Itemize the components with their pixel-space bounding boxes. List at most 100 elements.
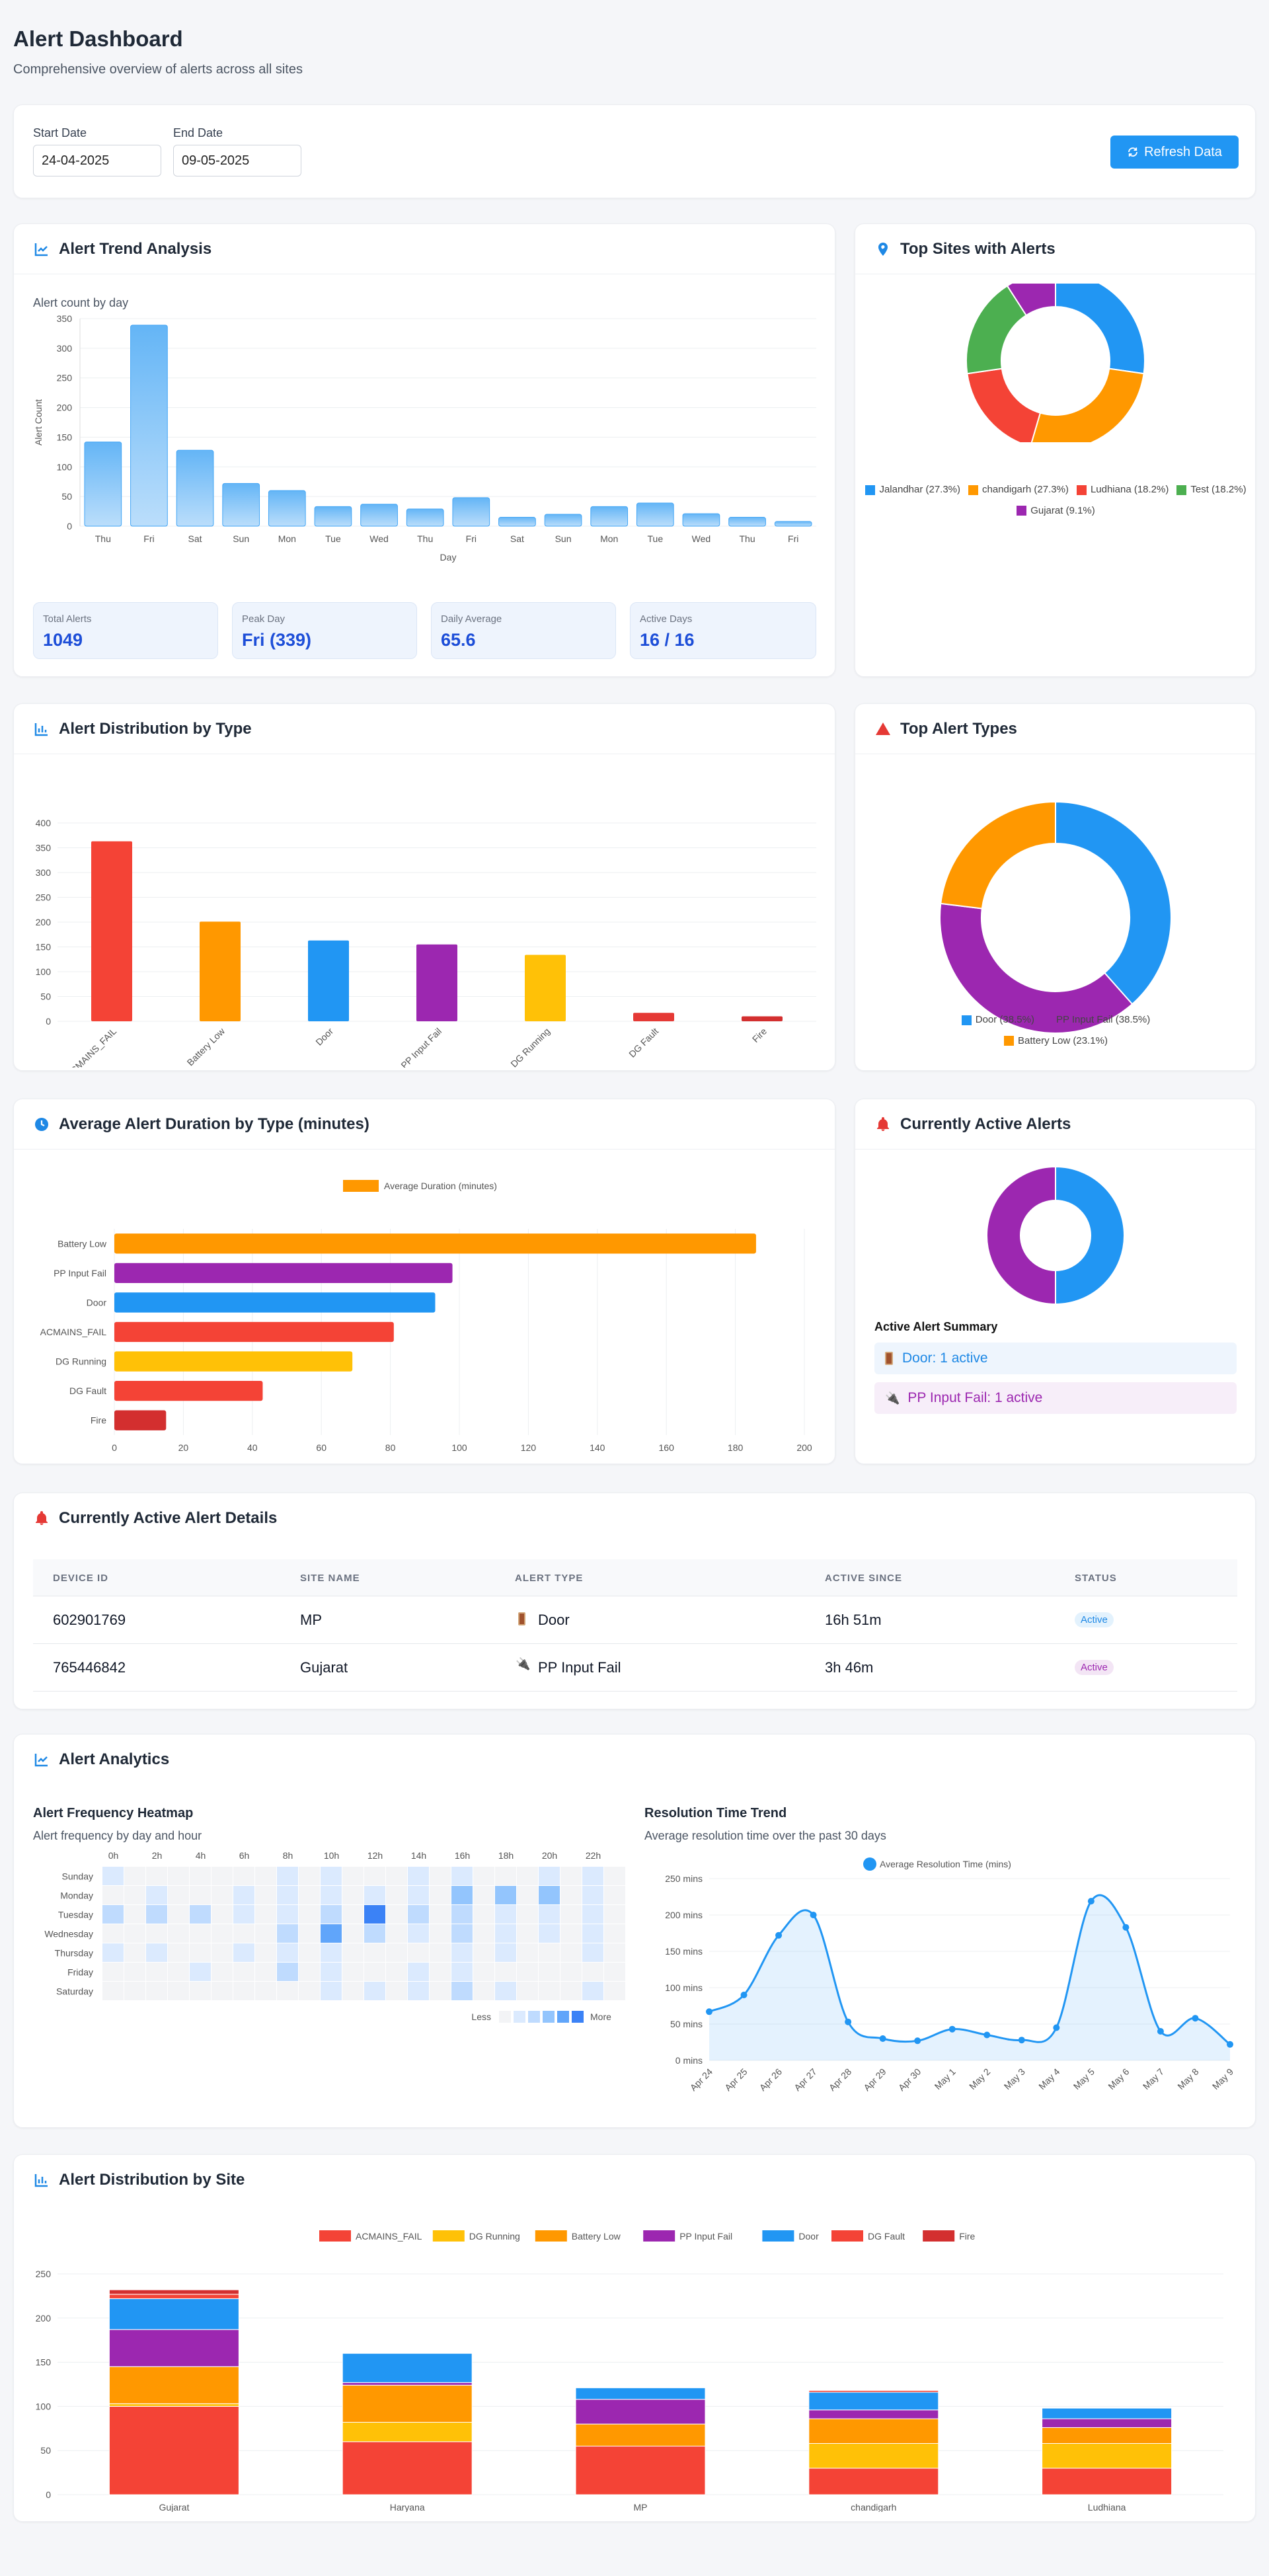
active-summary-pp[interactable]: 🔌 PP Input Fail: 1 active (874, 1382, 1237, 1414)
heatmap-cell (277, 1924, 298, 1943)
duration-card: Average Alert Duration by Type (minutes)… (13, 1099, 835, 1464)
heatmap-title: Alert Frequency Heatmap (33, 1806, 194, 1820)
heatmap-cell (539, 1867, 560, 1885)
cell-site-name: Gujarat (300, 1659, 348, 1676)
y-tick-label: 0 mins (675, 2055, 703, 2066)
type-legend-item[interactable]: PP Input Fail (38.5%) (1042, 1011, 1150, 1029)
site-bar-segment (808, 2418, 939, 2444)
trend-bar (544, 514, 582, 527)
x-tick-label: 180 (728, 1442, 744, 1453)
heatmap-cell (277, 1886, 298, 1904)
heatmap-cell (517, 1963, 538, 1981)
line-chart-icon (34, 1754, 48, 1767)
heatmap-cell (451, 1963, 473, 1981)
heatmap-cell (146, 1867, 167, 1885)
heatmap-cell (495, 1905, 516, 1924)
heatmap-cell (517, 1924, 538, 1943)
table-row[interactable]: 602901769 MP Door 16h 51m Active (33, 1596, 1237, 1644)
heatmap-cell (517, 1886, 538, 1904)
x-tick-label: Fri (466, 533, 477, 544)
start-date-input[interactable] (33, 145, 161, 176)
stat-active-days: Active Days 16 / 16 (630, 602, 816, 659)
x-tick-label: Thu (417, 533, 433, 544)
heatmap-cell (560, 1924, 582, 1943)
end-date-input[interactable] (173, 145, 301, 176)
dist-type-chart: 0 50 100 150 200 250 300 350 400 ACMAINS_FAIL Batt… (36, 818, 816, 1068)
heatmap-cell (102, 1963, 124, 1981)
top-types-donut (939, 800, 1172, 1034)
x-tick-label: 140 (590, 1442, 605, 1453)
legend-swatch (961, 1015, 972, 1025)
heatmap-cell (102, 1867, 124, 1885)
type-legend-item[interactable]: Door (38.5%) (961, 1011, 1034, 1029)
site-bar-segment (808, 2409, 939, 2419)
legend-label: PP Input Fail (38.5%) (1056, 1014, 1151, 1025)
cell-alert-type: Door (538, 1612, 570, 1628)
y-tick-label: PP Input Fail (54, 1268, 106, 1278)
heatmap-cell (255, 1886, 276, 1904)
legend-label: Battery Low (572, 2231, 621, 2242)
active-summary-door[interactable]: Door: 1 active (874, 1343, 1237, 1374)
warning-icon (876, 722, 890, 735)
x-tick-label: Mon (600, 533, 618, 544)
legend-swatch (535, 2230, 567, 2242)
refresh-button[interactable]: Refresh Data (1110, 136, 1239, 169)
active-slice (986, 1165, 1056, 1306)
site-legend-item[interactable]: Test (18.2%) (1176, 481, 1247, 499)
site-slice (966, 368, 1042, 442)
heatmap-cell (321, 1982, 342, 2000)
heatmap-cell (190, 1924, 211, 1943)
heatmap-cell (146, 1886, 167, 1904)
type-legend-item[interactable]: Battery Low (23.1%) (1004, 1032, 1108, 1050)
x-tick-label: Apr 29 (861, 2066, 888, 2093)
site-legend-item[interactable]: Gujarat (9.1%) (1017, 502, 1095, 520)
heatmap-cell (517, 1982, 538, 2000)
hour-label: 20h (542, 1850, 557, 1861)
y-tick-label: 50 (40, 992, 51, 1002)
site-legend-item[interactable]: Ludhiana (18.2%) (1076, 481, 1169, 499)
resolution-point (706, 2008, 712, 2015)
site-bar-segment (342, 2382, 473, 2386)
heatmap-cell (168, 1867, 189, 1885)
duration-bar (114, 1380, 263, 1401)
legend-swatch (1176, 485, 1187, 495)
line-chart-icon (34, 243, 48, 256)
trend-bar (774, 521, 812, 527)
heatmap: 0h 2h 4h 6h 8h 10h 12h 14h 16h 18h 20h 22h Sunday Mon… (44, 1850, 625, 2023)
heatmap-cell (539, 1963, 560, 1981)
legend-label: Gujarat (9.1%) (1030, 504, 1095, 516)
heatmap-cell (146, 1924, 167, 1943)
site-legend-item[interactable]: chandigarh (27.3%) (968, 481, 1069, 499)
site-slice (1030, 368, 1145, 442)
heatmap-cell (212, 1963, 233, 1981)
x-tick-label: Sun (233, 533, 249, 544)
y-tick-label: 100 (57, 461, 73, 472)
heatmap-cell (473, 1943, 494, 1962)
site-legend-item[interactable]: Jalandhar (27.3%) (865, 481, 960, 499)
heatmap-cell (342, 1982, 364, 2000)
table-row[interactable]: 765446842 Gujarat 🔌 PP Input Fail 3h 46m… (33, 1644, 1237, 1692)
x-tick-label: Apr 24 (688, 2066, 715, 2093)
heatmap-cell (451, 1886, 473, 1904)
legend-less: Less (471, 2011, 491, 2022)
x-tick-label: Fri (143, 533, 154, 544)
heatmap-cell (277, 1867, 298, 1885)
heatmap-cell (277, 1982, 298, 2000)
resolution-point (1227, 2041, 1233, 2048)
x-tick-label: Apr 26 (757, 2066, 785, 2093)
x-tick-label: Wed (369, 533, 389, 544)
heatmap-cell (430, 1982, 451, 2000)
heatmap-cell (408, 1943, 429, 1962)
heatmap-cell (299, 1982, 320, 2000)
x-tick-label: Wed (692, 533, 711, 544)
resolution-point (1087, 1898, 1095, 1905)
heatmap-cell (168, 1982, 189, 2000)
end-date-label: End Date (173, 126, 223, 139)
heatmap-cell (212, 1943, 233, 1962)
y-tick-label: 50 (61, 491, 72, 502)
y-tick-label: 350 (57, 313, 73, 324)
type-slice (939, 902, 1134, 1034)
heatmap-cell (102, 1982, 124, 2000)
top-types-legend: Door (38.5%) PP Input Fail (38.5%) Battery… (915, 1011, 1197, 1052)
heatmap-cell (233, 1905, 254, 1924)
